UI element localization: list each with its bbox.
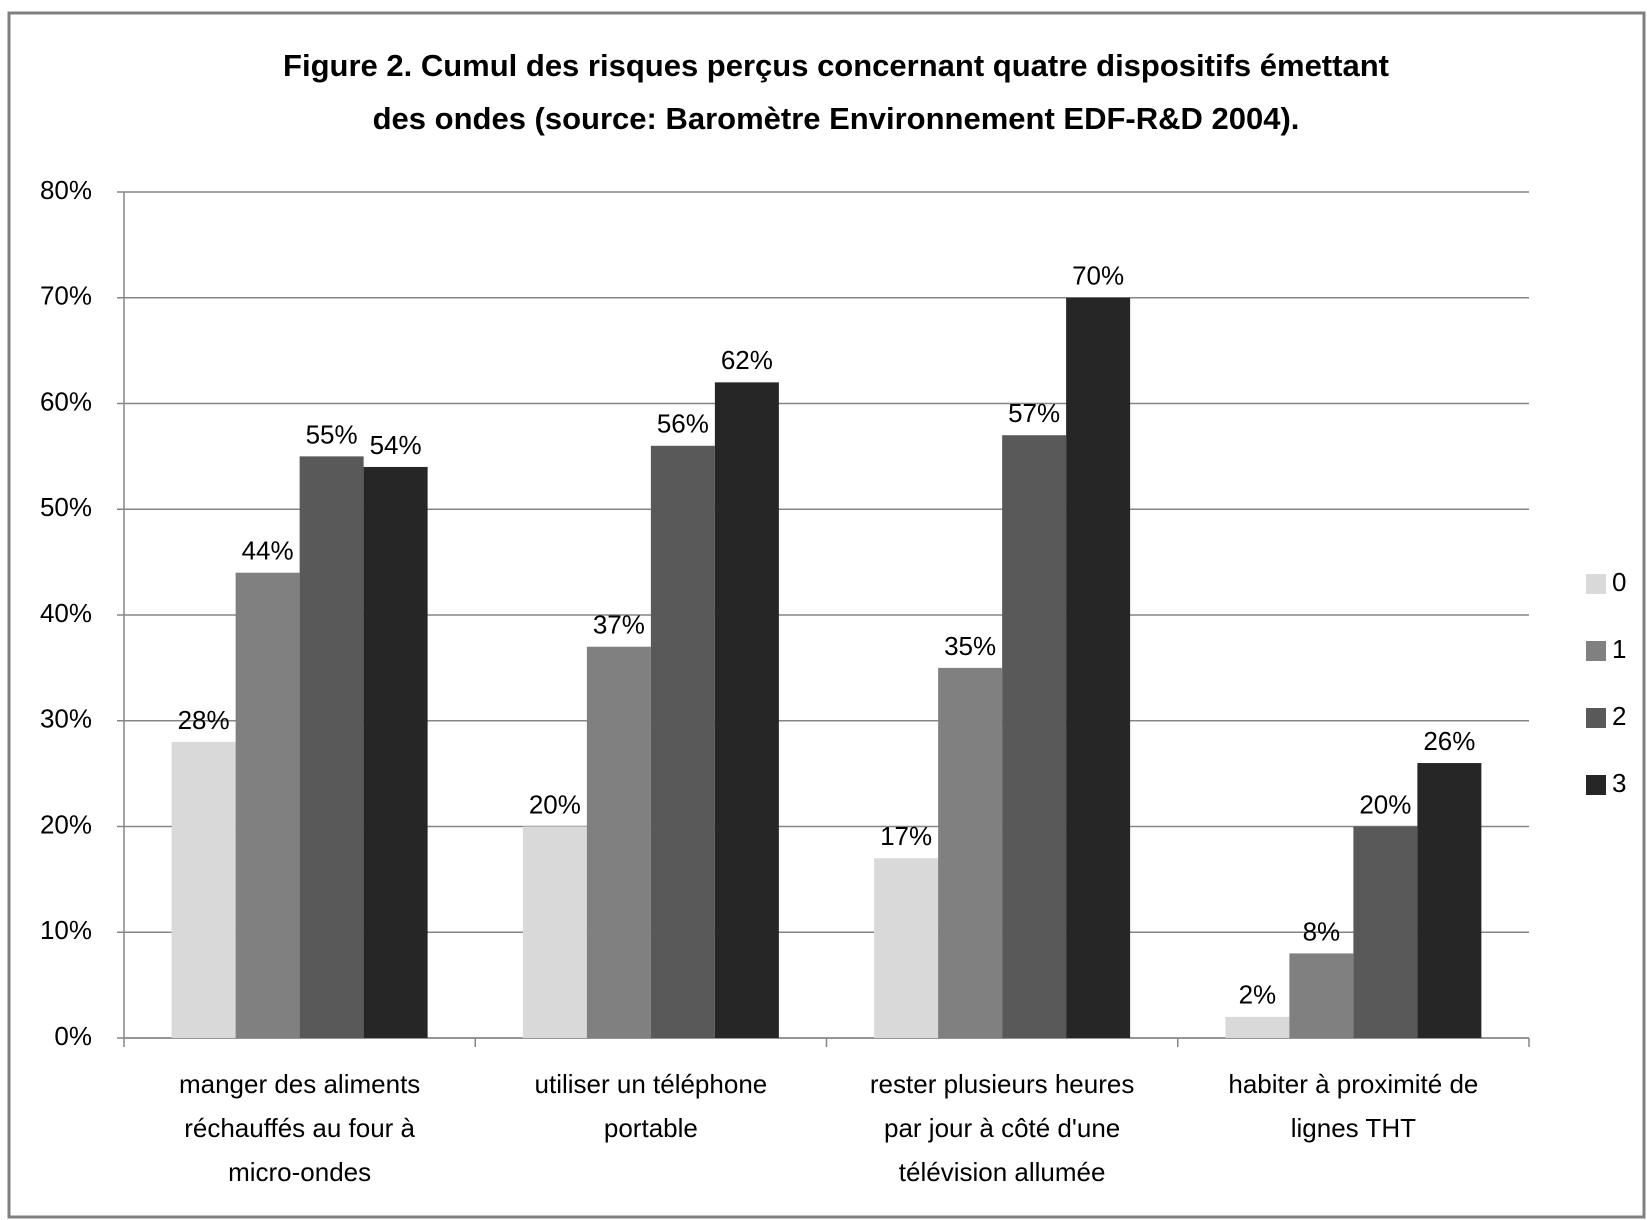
y-tick-label: 20% — [40, 809, 92, 839]
bar — [235, 572, 300, 1038]
y-tick-label: 10% — [40, 915, 92, 945]
data-label: 62% — [721, 345, 773, 375]
data-label: 57% — [1008, 398, 1060, 428]
data-label: 37% — [593, 610, 645, 640]
chart-title: des ondes (source: Baromètre Environneme… — [373, 101, 1300, 136]
x-tick-label: portable — [604, 1113, 698, 1143]
bar — [1289, 953, 1354, 1038]
legend-label: 1 — [1612, 634, 1626, 664]
bar — [171, 741, 236, 1038]
bar — [1066, 297, 1131, 1038]
bar — [714, 382, 779, 1039]
x-tick-label: habiter à proximité de — [1228, 1069, 1478, 1099]
x-tick-label: télévision allumée — [899, 1157, 1106, 1187]
bar — [650, 445, 715, 1038]
chart-title: Figure 2. Cumul des risques perçus conce… — [283, 48, 1389, 83]
legend-label: 0 — [1612, 567, 1626, 597]
x-tick-label: réchauffés au four à — [184, 1113, 415, 1143]
legend-label: 3 — [1612, 768, 1626, 798]
legend-swatch — [1586, 708, 1606, 728]
x-tick-label: lignes THT — [1291, 1113, 1416, 1143]
data-label: 28% — [178, 705, 230, 735]
data-label: 35% — [944, 631, 996, 661]
data-label: 20% — [529, 789, 581, 819]
bar — [299, 456, 364, 1038]
legend-swatch — [1586, 641, 1606, 661]
y-tick-label: 0% — [54, 1021, 92, 1051]
legend-swatch — [1586, 574, 1606, 594]
data-label: 2% — [1239, 980, 1277, 1010]
x-tick-label: manger des aliments — [179, 1069, 420, 1099]
bar — [1353, 826, 1418, 1038]
bar — [522, 826, 587, 1038]
data-label: 20% — [1359, 789, 1411, 819]
bar — [363, 466, 428, 1038]
y-tick-label: 30% — [40, 704, 92, 734]
bar — [938, 667, 1003, 1038]
y-tick-label: 40% — [40, 598, 92, 628]
bar — [1417, 763, 1482, 1038]
data-label: 44% — [242, 536, 294, 566]
legend-swatch — [1586, 775, 1606, 795]
y-tick-label: 60% — [40, 386, 92, 416]
x-tick-label: rester plusieurs heures — [870, 1069, 1134, 1099]
y-tick-label: 80% — [40, 175, 92, 205]
legend-label: 2 — [1612, 701, 1626, 731]
bar — [874, 858, 939, 1038]
y-tick-label: 70% — [40, 281, 92, 311]
data-label: 54% — [370, 430, 422, 460]
x-tick-label: utiliser un téléphone — [535, 1069, 768, 1099]
data-label: 8% — [1303, 916, 1341, 946]
data-label: 26% — [1423, 726, 1475, 756]
data-label: 55% — [306, 419, 358, 449]
bar — [586, 646, 651, 1038]
x-tick-label: micro-ondes — [228, 1157, 371, 1187]
data-label: 70% — [1072, 261, 1124, 291]
bar — [1225, 1016, 1290, 1038]
data-label: 56% — [657, 409, 709, 439]
data-label: 17% — [880, 821, 932, 851]
x-tick-label: par jour à côté d'une — [884, 1113, 1120, 1143]
y-tick-label: 50% — [40, 492, 92, 522]
bar — [1002, 435, 1067, 1039]
